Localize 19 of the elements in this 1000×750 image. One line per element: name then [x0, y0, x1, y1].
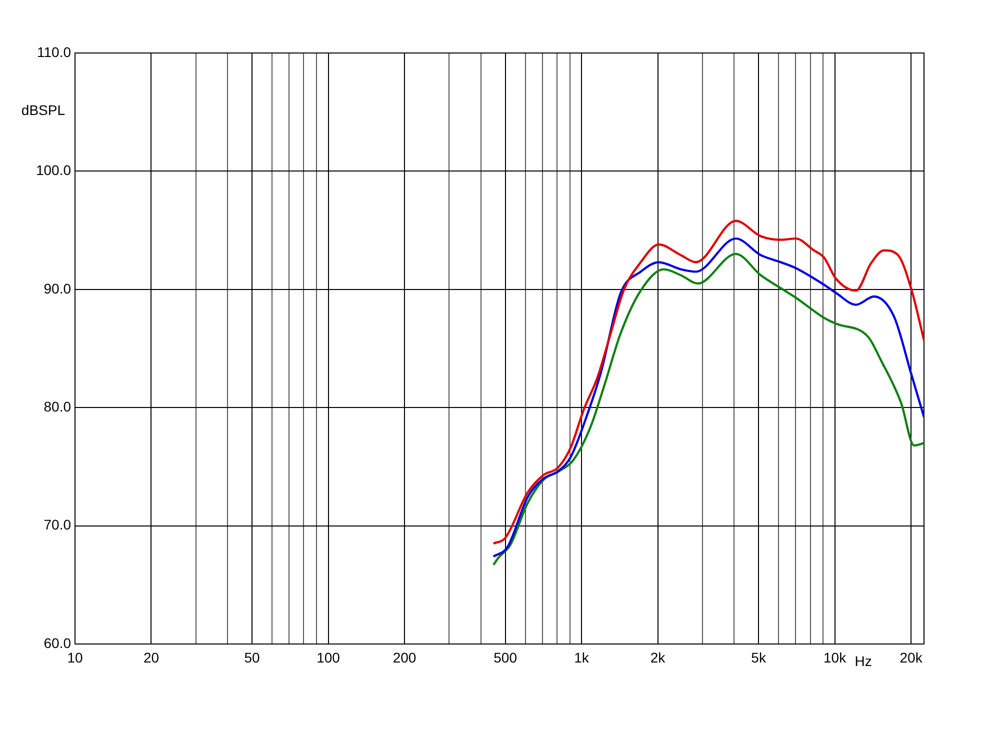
y-tick-label: 70.0: [44, 516, 72, 533]
y-tick-label: 90.0: [44, 280, 72, 296]
x-tick-label: 2k: [650, 649, 666, 666]
x-tick-label: 200: [392, 649, 416, 666]
x-tick-label: 20: [143, 649, 160, 666]
x-tick-label: 50: [244, 649, 260, 666]
x-tick-label: 500: [494, 649, 518, 666]
x-tick-label: 20k: [900, 649, 924, 666]
y-tick-label: 80.0: [44, 398, 72, 414]
x-tick-label: 10: [67, 649, 83, 666]
x-tick-label: 1k: [574, 649, 590, 666]
x-tick-label: 100: [316, 649, 340, 666]
x-tick-label: 5k: [751, 649, 767, 666]
y-tick-label: 60.0: [44, 634, 72, 651]
x-tick-label: 10k: [824, 649, 848, 666]
y-tick-label: 110.0: [37, 44, 72, 60]
y-tick-label: 100.0: [36, 162, 72, 178]
y-axis-title: dBSPL: [21, 102, 66, 118]
x-axis-title: Hz: [854, 652, 872, 669]
